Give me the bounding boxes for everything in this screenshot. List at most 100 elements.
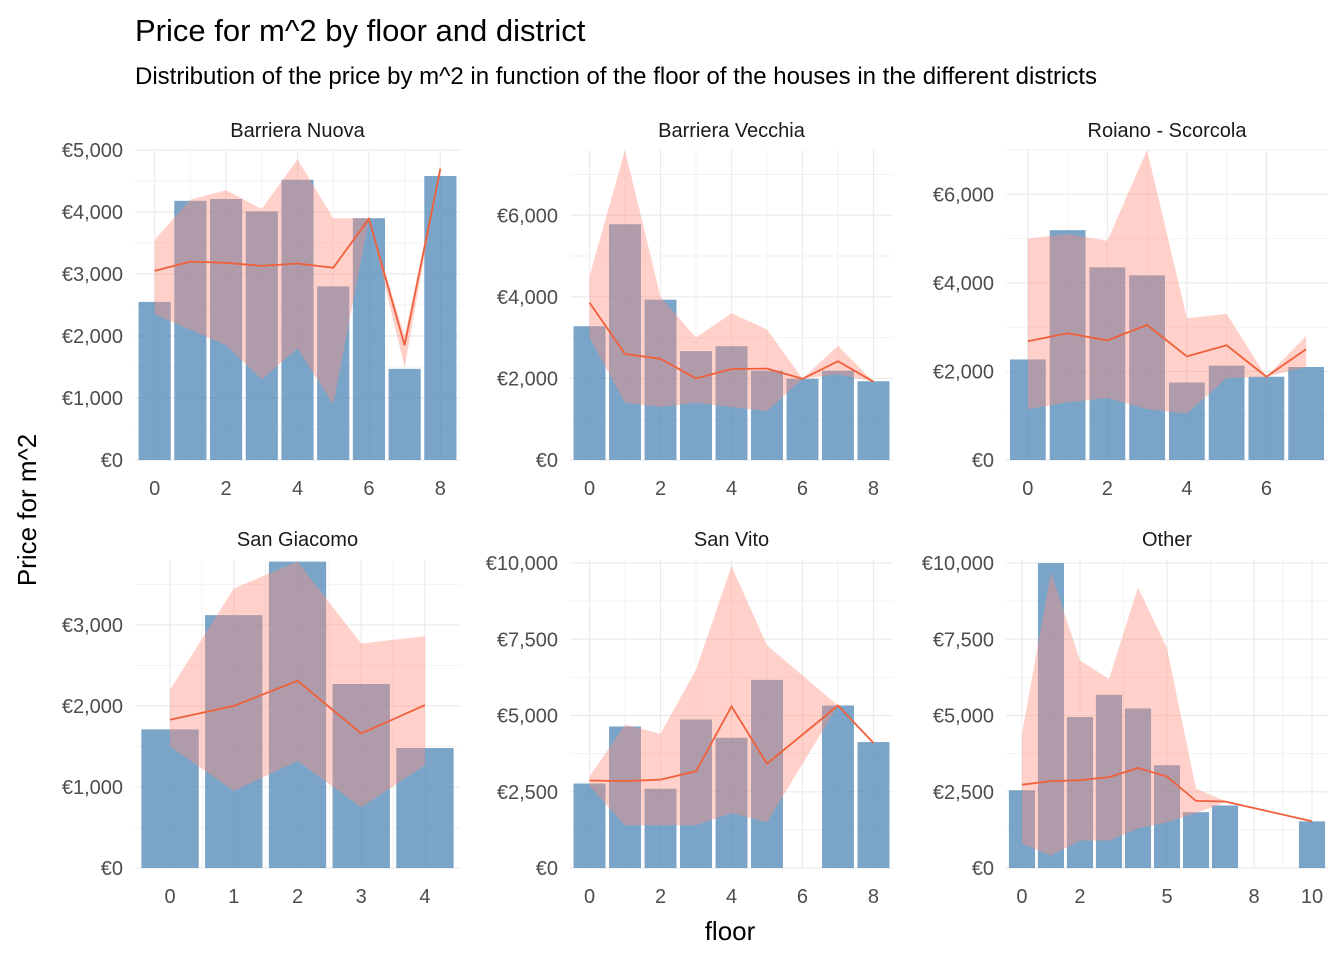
bars <box>141 561 454 868</box>
bar <box>424 176 457 461</box>
y-tick-label: €2,000 <box>62 696 123 718</box>
bar <box>1037 563 1065 868</box>
y-tick-label: €0 <box>536 858 558 880</box>
bar <box>822 705 854 868</box>
bars <box>1008 563 1326 868</box>
bar <box>1211 805 1239 868</box>
y-tick-label: €6,000 <box>497 205 558 227</box>
panel-2: 0 2 4 6 8 €0 €2,000 €4,000 €6,000 Barriera Vecchi… <box>497 120 893 500</box>
facet-label: San Giacomo <box>237 529 358 551</box>
y-tick-label: €5,000 <box>497 706 558 728</box>
x-tick-label: 0 <box>149 478 160 500</box>
facet-label: Roiano - Scorcola <box>1088 120 1248 142</box>
x-tick-label: 5 <box>1161 886 1172 908</box>
x-tick-label: 0 <box>584 478 595 500</box>
y-tick-label: €2,000 <box>497 368 558 390</box>
bars <box>1009 230 1325 460</box>
x-tick-label: 6 <box>363 478 374 500</box>
mean-line <box>1027 323 1307 378</box>
facet-label: Barriera Vecchia <box>658 120 806 142</box>
panel-4: 0 1 2 3 4 €0 €1,000 €2,000 €3,000 San Giacomo <box>62 529 460 908</box>
chart-subtitle: Distribution of the price by m^2 in func… <box>135 63 1097 90</box>
bar <box>388 368 421 460</box>
bar <box>609 224 641 460</box>
bar <box>141 729 199 868</box>
bar <box>268 561 327 868</box>
bars <box>573 224 890 460</box>
y-tick-label: €4,000 <box>933 273 994 295</box>
x-tick-label: 0 <box>1016 886 1027 908</box>
bar <box>715 737 748 868</box>
mean-line <box>588 302 874 383</box>
bar <box>1298 821 1326 868</box>
bar <box>1153 765 1181 868</box>
x-tick-label: 0 <box>164 886 175 908</box>
bar <box>680 719 712 868</box>
panel-6: 0 2 5 8 10 €0 €2,500 €5,000 €7,500 €10,000 Other <box>922 529 1328 908</box>
x-tick-label: 2 <box>221 478 232 500</box>
panel-1: 0 2 4 6 8 €0 €1,000 €2,000 €3,000 €4,000 €5,000 Bar… <box>62 120 460 500</box>
y-tick-label: €5,000 <box>933 706 994 728</box>
range-band <box>170 561 425 808</box>
y-tick-label: €10,000 <box>922 553 994 575</box>
y-tick-label: €1,000 <box>62 388 123 410</box>
x-tick-label: 6 <box>797 478 808 500</box>
x-tick-label: 0 <box>584 886 595 908</box>
bar <box>1089 267 1126 460</box>
bar <box>138 301 171 460</box>
y-tick-label: €0 <box>101 450 123 472</box>
bar <box>822 370 854 460</box>
bar <box>609 726 641 868</box>
bar <box>317 286 350 460</box>
bar <box>573 326 606 460</box>
x-tick-label: 6 <box>1261 478 1272 500</box>
bar <box>1129 275 1166 460</box>
bar <box>751 679 783 868</box>
x-tick-label: 4 <box>419 886 430 908</box>
x-tick-label: 8 <box>1248 886 1259 908</box>
y-tick-label: €3,000 <box>62 264 123 286</box>
bar <box>857 381 890 460</box>
bar <box>1066 717 1094 868</box>
bar <box>1009 359 1046 460</box>
x-tick-label: 2 <box>292 886 303 908</box>
bar <box>1049 230 1086 460</box>
x-tick-label: 6 <box>797 886 808 908</box>
x-tick-label: 0 <box>1022 478 1033 500</box>
bar <box>396 748 454 868</box>
range-band <box>589 150 874 412</box>
y-tick-label: €4,000 <box>62 202 123 224</box>
y-tick-label: €3,000 <box>62 615 123 637</box>
y-tick-label: €0 <box>972 858 994 880</box>
bar <box>1124 708 1152 868</box>
bar <box>1008 790 1036 868</box>
bar <box>1095 694 1123 868</box>
bar <box>715 346 748 460</box>
y-tick-label: €0 <box>101 858 123 880</box>
x-tick-label: 8 <box>868 886 879 908</box>
mean-line <box>589 704 875 783</box>
y-tick-label: €4,000 <box>497 287 558 309</box>
mean-line <box>154 168 442 346</box>
y-tick-label: €0 <box>972 450 994 472</box>
bar <box>245 211 278 460</box>
bar <box>573 783 606 868</box>
bar <box>644 788 677 868</box>
bar <box>332 684 390 868</box>
y-axis-label: Price for m^2 <box>12 434 42 586</box>
bar <box>281 179 314 460</box>
x-tick-label: 4 <box>292 478 303 500</box>
facet-label: Barriera Nuova <box>230 120 365 142</box>
facet-label: Other <box>1142 529 1192 551</box>
mean-line <box>1021 767 1313 823</box>
x-tick-label: 4 <box>1181 478 1192 500</box>
panels-group: 0 2 4 6 8 €0 €1,000 €2,000 €3,000 €4,000 €5,000 Bar… <box>62 120 1328 908</box>
y-tick-label: €2,500 <box>497 782 558 804</box>
chart-title: Price for m^2 by floor and district <box>135 13 586 48</box>
panel-3: 0 2 4 6 €0 €2,000 €4,000 €6,000 Roiano - Scorcol… <box>933 120 1328 500</box>
x-axis-label: floor <box>705 916 756 946</box>
bar <box>174 200 207 460</box>
x-tick-label: 2 <box>655 478 666 500</box>
range-band <box>1027 150 1307 414</box>
y-tick-label: €5,000 <box>62 140 123 162</box>
